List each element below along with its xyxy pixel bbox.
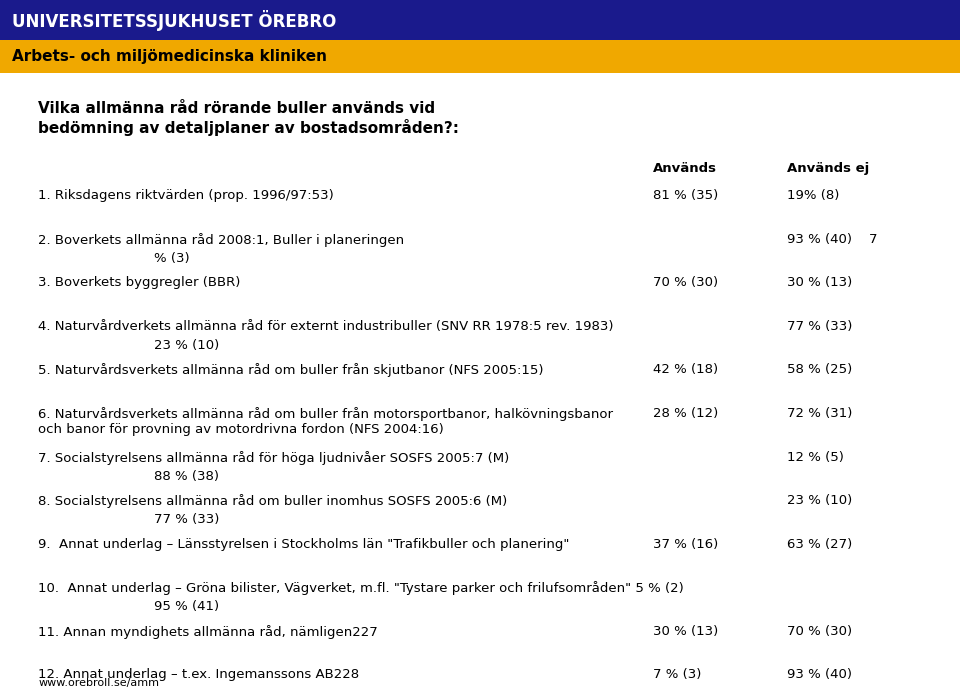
Text: Används: Används xyxy=(653,162,717,175)
Text: UNIVERSITETSSJUKHUSET ÖREBRO: UNIVERSITETSSJUKHUSET ÖREBRO xyxy=(12,10,336,30)
Text: 4. Naturvårdverkets allmänna råd för externt industribuller (SNV RR 1978:5 rev. : 4. Naturvårdverkets allmänna råd för ext… xyxy=(38,320,613,333)
Text: 88 % (38): 88 % (38) xyxy=(154,470,219,483)
Text: 9.  Annat underlag – Länsstyrelsen i Stockholms län "Trafikbuller och planering": 9. Annat underlag – Länsstyrelsen i Stoc… xyxy=(38,538,570,551)
Text: Vilka allmänna råd rörande buller används vid
bedömning av detaljplaner av bosta: Vilka allmänna råd rörande buller använd… xyxy=(38,101,460,135)
Text: www.orebroll.se/amm: www.orebroll.se/amm xyxy=(38,678,159,688)
Text: 30 % (13): 30 % (13) xyxy=(653,625,718,638)
Text: 11. Annan myndighets allmänna råd, nämligen227: 11. Annan myndighets allmänna råd, nämli… xyxy=(38,625,378,638)
FancyBboxPatch shape xyxy=(0,40,960,73)
Text: 12 % (5): 12 % (5) xyxy=(787,451,844,464)
Text: Arbets- och miljömedicinska kliniken: Arbets- och miljömedicinska kliniken xyxy=(12,49,326,64)
Text: 10.  Annat underlag – Gröna bilister, Vägverket, m.fl. "Tystare parker och frilu: 10. Annat underlag – Gröna bilister, Väg… xyxy=(38,581,684,595)
Text: 7. Socialstyrelsens allmänna råd för höga ljudnivåer SOSFS 2005:7 (M): 7. Socialstyrelsens allmänna råd för hög… xyxy=(38,451,510,464)
Text: 95 % (41): 95 % (41) xyxy=(154,600,219,614)
Text: 6. Naturvårdsverkets allmänna råd om buller från motorsportbanor, halkövningsban: 6. Naturvårdsverkets allmänna råd om bul… xyxy=(38,407,613,436)
Text: 28 % (12): 28 % (12) xyxy=(653,407,718,420)
Text: 77 % (33): 77 % (33) xyxy=(787,320,852,333)
Text: 93 % (40): 93 % (40) xyxy=(787,668,852,681)
Text: 72 % (31): 72 % (31) xyxy=(787,407,852,420)
Text: 30 % (13): 30 % (13) xyxy=(787,276,852,290)
Text: 23 % (10): 23 % (10) xyxy=(787,494,852,507)
Text: 2. Boverkets allmänna råd 2008:1, Buller i planeringen: 2. Boverkets allmänna råd 2008:1, Buller… xyxy=(38,233,404,247)
Text: 12. Annat underlag – t.ex. Ingemanssons AB228: 12. Annat underlag – t.ex. Ingemanssons … xyxy=(38,668,360,681)
Text: Används ej: Används ej xyxy=(787,162,870,175)
Text: 37 % (16): 37 % (16) xyxy=(653,538,718,551)
Text: 63 % (27): 63 % (27) xyxy=(787,538,852,551)
Text: 1. Riksdagens riktvärden (prop. 1996/97:53): 1. Riksdagens riktvärden (prop. 1996/97:… xyxy=(38,189,334,202)
Text: 3. Boverkets byggregler (BBR): 3. Boverkets byggregler (BBR) xyxy=(38,276,241,290)
Text: 70 % (30): 70 % (30) xyxy=(653,276,718,290)
FancyBboxPatch shape xyxy=(0,0,960,40)
Text: 19% (8): 19% (8) xyxy=(787,189,840,202)
Text: 8. Socialstyrelsens allmänna råd om buller inomhus SOSFS 2005:6 (M): 8. Socialstyrelsens allmänna råd om bull… xyxy=(38,494,508,508)
Text: 58 % (25): 58 % (25) xyxy=(787,363,852,377)
Text: % (3): % (3) xyxy=(154,252,189,265)
Text: 93 % (40)    7: 93 % (40) 7 xyxy=(787,233,877,246)
Text: 7 % (3): 7 % (3) xyxy=(653,668,701,681)
Text: 23 % (10): 23 % (10) xyxy=(154,339,219,352)
Text: 70 % (30): 70 % (30) xyxy=(787,625,852,638)
Text: 5. Naturvårdsverkets allmänna råd om buller från skjutbanor (NFS 2005:15): 5. Naturvårdsverkets allmänna råd om bul… xyxy=(38,363,544,377)
Text: 77 % (33): 77 % (33) xyxy=(154,513,219,527)
Text: 81 % (35): 81 % (35) xyxy=(653,189,718,202)
Text: 42 % (18): 42 % (18) xyxy=(653,363,718,377)
